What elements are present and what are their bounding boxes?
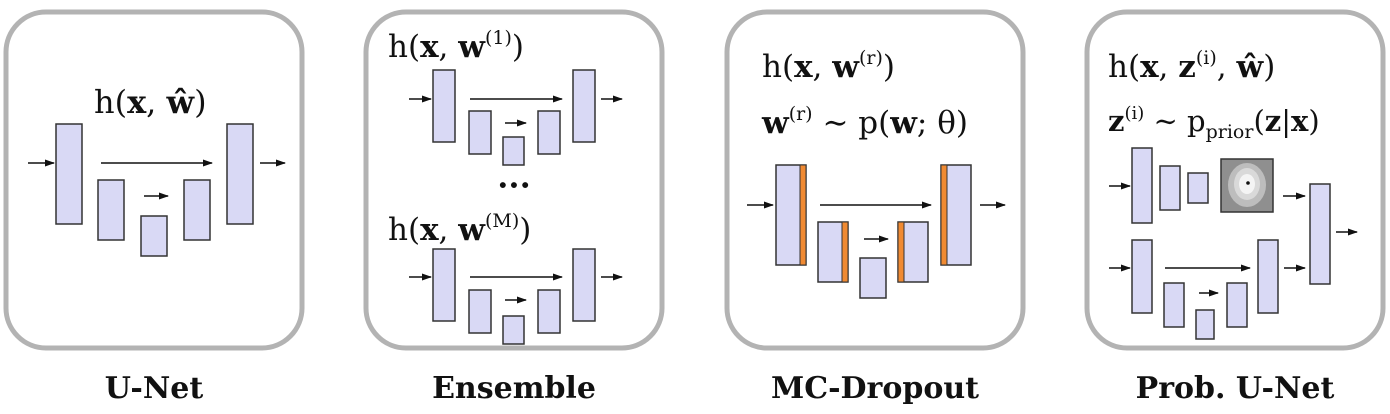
panel-ensemble: h(x, w(1)) ··· h(x, w(M))	[363, 9, 665, 406]
ensemble-ellipsis: ···	[497, 166, 530, 204]
unet-formula: h(x, ŵ)	[94, 83, 207, 121]
prob-formula-1: h(x, z(i), ŵ)	[1108, 47, 1275, 85]
panel-frame	[724, 9, 1026, 351]
prior-block-3	[1187, 172, 1209, 204]
mc-bottleneck	[859, 257, 887, 299]
mc-formula-1: h(x, w(r))	[762, 47, 895, 85]
bottom-encoder-2	[468, 289, 492, 334]
dropout-layer	[940, 164, 948, 266]
prob-encoder-2	[1163, 282, 1185, 328]
caption-prob-unet: Prob. U-Net	[1136, 371, 1335, 406]
ensemble-formula-bottom: h(x, w(M))	[388, 210, 531, 248]
panel-prob-unet: h(x, z(i), ŵ) z(i) ∼ pprior(z|x)	[1084, 9, 1386, 406]
panel-unet: h(x, ŵ) U-Net	[3, 9, 305, 406]
bottom-decoder-2	[537, 289, 561, 334]
top-bottleneck	[502, 136, 525, 166]
mc-formula-2: w(r) ∼ p(w; θ)	[761, 103, 968, 141]
prob-decoder-1	[1257, 239, 1279, 314]
encoder-block-2	[97, 179, 125, 241]
top-decoder-1	[572, 69, 596, 143]
panel-mc-dropout: h(x, w(r)) w(r) ∼ p(w; θ) MC-Dropout	[724, 9, 1026, 406]
decoder-block-1	[226, 123, 254, 225]
panel-frame	[1084, 9, 1386, 351]
bottom-encoder-1	[432, 248, 456, 322]
prob-bottleneck	[1195, 309, 1215, 340]
prior-block-2	[1159, 165, 1181, 211]
combine-block	[1309, 183, 1331, 285]
bottom-decoder-1	[572, 248, 596, 322]
top-encoder-2	[468, 110, 492, 155]
latent-distribution	[1220, 158, 1274, 213]
dropout-layer	[897, 221, 905, 283]
panel-frame	[3, 9, 305, 351]
caption-mc-dropout: MC-Dropout	[771, 371, 979, 406]
prob-decoder-2	[1226, 282, 1248, 328]
top-encoder-1	[432, 69, 456, 143]
prob-formula-2: z(i) ∼ pprior(z|x)	[1108, 103, 1320, 143]
bottom-bottleneck	[502, 315, 525, 345]
prob-encoder-1	[1131, 239, 1153, 314]
bottleneck-block	[140, 215, 168, 257]
dropout-layer	[841, 221, 849, 283]
caption-ensemble: Ensemble	[432, 371, 596, 406]
panel-frame	[363, 9, 665, 351]
dropout-layer	[799, 164, 807, 266]
prior-block-1	[1131, 147, 1153, 224]
decoder-block-2	[183, 179, 211, 241]
top-decoder-2	[537, 110, 561, 155]
ensemble-formula-top: h(x, w(1))	[388, 27, 524, 65]
caption-unet: U-Net	[105, 371, 204, 406]
encoder-block-1	[55, 123, 83, 225]
